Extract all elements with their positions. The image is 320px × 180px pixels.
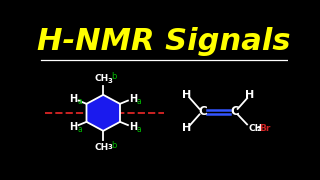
Polygon shape bbox=[86, 95, 120, 131]
Text: a: a bbox=[137, 97, 142, 106]
Text: a: a bbox=[77, 125, 82, 134]
Text: Br: Br bbox=[259, 124, 270, 133]
Text: a: a bbox=[77, 97, 82, 106]
Text: CH: CH bbox=[248, 124, 263, 133]
Text: H: H bbox=[129, 94, 137, 104]
Text: H: H bbox=[129, 122, 137, 132]
Text: b: b bbox=[111, 71, 116, 80]
Text: H: H bbox=[182, 123, 192, 133]
Text: b: b bbox=[111, 141, 116, 150]
Text: H-NMR Signals: H-NMR Signals bbox=[37, 27, 291, 56]
Text: H: H bbox=[69, 122, 78, 132]
Text: CH: CH bbox=[95, 143, 109, 152]
Text: H: H bbox=[69, 94, 78, 104]
Text: a: a bbox=[137, 125, 142, 134]
Text: 3: 3 bbox=[108, 144, 113, 150]
Text: 3: 3 bbox=[108, 78, 113, 84]
Text: 2: 2 bbox=[257, 126, 261, 132]
Text: C: C bbox=[198, 105, 207, 118]
Text: H: H bbox=[245, 90, 255, 100]
Text: CH: CH bbox=[95, 74, 109, 83]
Text: H: H bbox=[182, 90, 192, 100]
Text: C: C bbox=[230, 105, 239, 118]
